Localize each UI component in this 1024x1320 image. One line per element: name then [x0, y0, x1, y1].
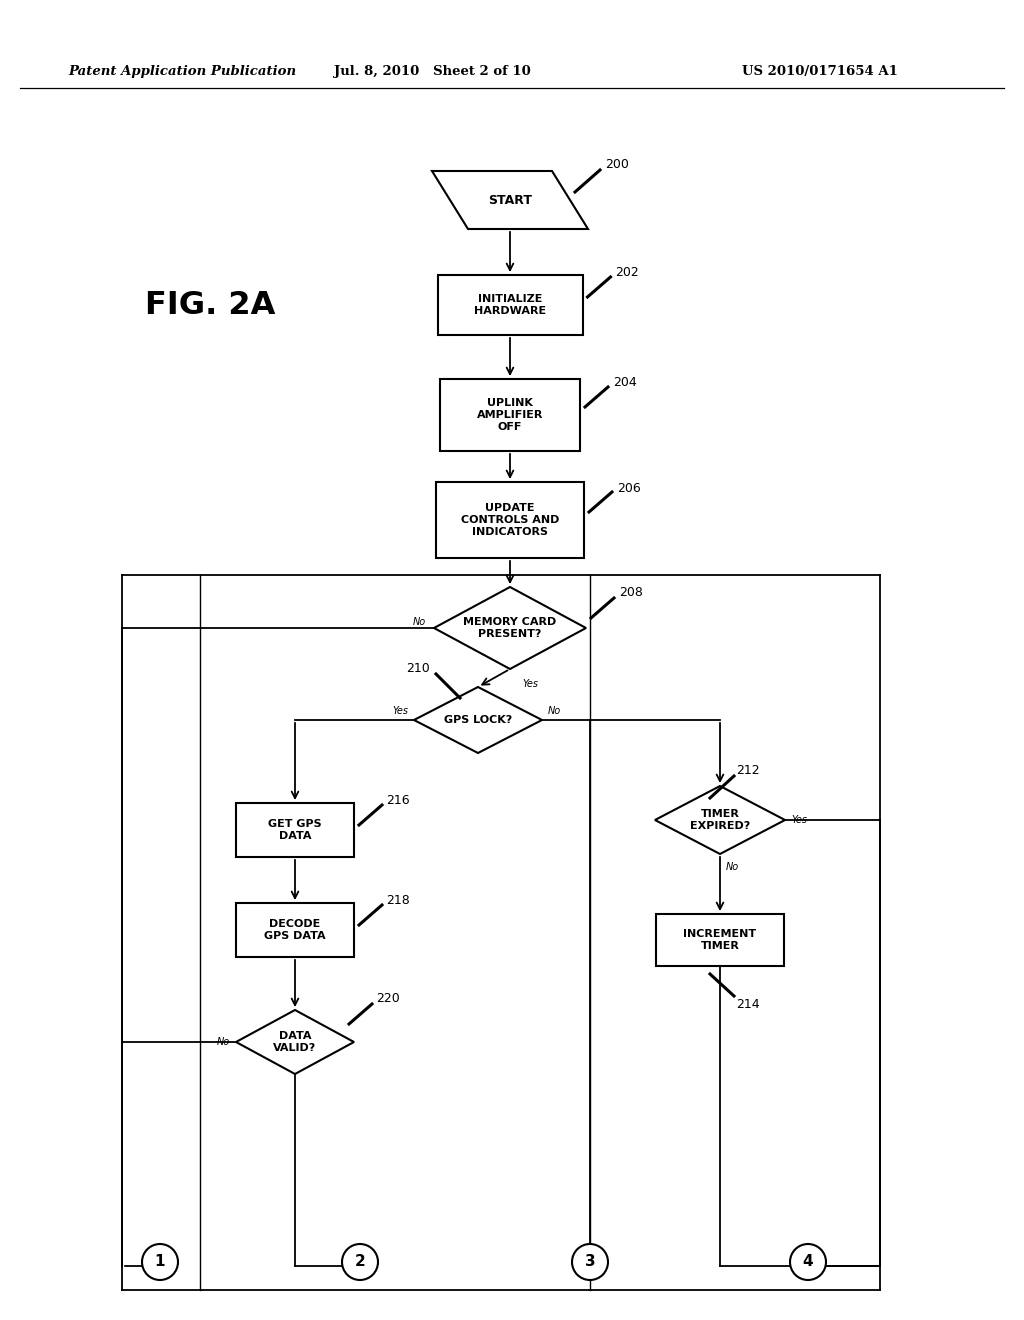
Text: 208: 208	[618, 586, 643, 599]
Circle shape	[142, 1243, 178, 1280]
Text: DECODE
GPS DATA: DECODE GPS DATA	[264, 919, 326, 941]
Bar	[656, 913, 784, 966]
Text: 216: 216	[386, 793, 410, 807]
Text: No: No	[217, 1038, 230, 1047]
Circle shape	[342, 1243, 378, 1280]
Text: 200: 200	[605, 158, 629, 172]
Text: Yes: Yes	[522, 678, 538, 689]
Bar	[236, 903, 354, 957]
Text: 202: 202	[615, 267, 639, 280]
Text: 3: 3	[585, 1254, 595, 1270]
Polygon shape	[655, 785, 785, 854]
Text: 1: 1	[155, 1254, 165, 1270]
Text: Patent Application Publication: Patent Application Publication	[68, 66, 296, 78]
Text: 218: 218	[386, 894, 410, 907]
Text: Yes: Yes	[791, 814, 807, 825]
Text: 214: 214	[736, 998, 760, 1011]
Bar	[236, 803, 354, 857]
Text: Yes: Yes	[392, 706, 408, 715]
Text: GPS LOCK?: GPS LOCK?	[443, 715, 512, 725]
Text: 2: 2	[354, 1254, 366, 1270]
Text: US 2010/0171654 A1: US 2010/0171654 A1	[742, 66, 898, 78]
Circle shape	[572, 1243, 608, 1280]
Text: UPDATE
CONTROLS AND
INDICATORS: UPDATE CONTROLS AND INDICATORS	[461, 503, 559, 537]
Polygon shape	[434, 587, 586, 669]
Text: 4: 4	[803, 1254, 813, 1270]
Text: MEMORY CARD
PRESENT?: MEMORY CARD PRESENT?	[464, 616, 557, 639]
Text: INCREMENT
TIMER: INCREMENT TIMER	[683, 929, 757, 952]
Text: 212: 212	[736, 763, 760, 776]
Text: No: No	[726, 862, 739, 873]
Text: 206: 206	[617, 482, 641, 495]
Bar	[436, 482, 584, 558]
Text: INITIALIZE
HARDWARE: INITIALIZE HARDWARE	[474, 294, 546, 317]
Text: TIMER
EXPIRED?: TIMER EXPIRED?	[690, 809, 751, 832]
Polygon shape	[414, 686, 542, 752]
Text: GET GPS
DATA: GET GPS DATA	[268, 818, 322, 841]
Text: START: START	[488, 194, 532, 206]
Polygon shape	[236, 1010, 354, 1074]
Text: UPLINK
AMPLIFIER
OFF: UPLINK AMPLIFIER OFF	[477, 397, 543, 433]
Text: No: No	[413, 616, 426, 627]
Text: 204: 204	[613, 376, 637, 389]
Text: 220: 220	[376, 991, 399, 1005]
Polygon shape	[432, 172, 588, 228]
Text: Jul. 8, 2010   Sheet 2 of 10: Jul. 8, 2010 Sheet 2 of 10	[334, 66, 530, 78]
Bar	[440, 379, 580, 451]
Text: DATA
VALID?: DATA VALID?	[273, 1031, 316, 1053]
Text: No: No	[548, 706, 561, 715]
Text: 210: 210	[406, 661, 430, 675]
Circle shape	[790, 1243, 826, 1280]
Text: FIG. 2A: FIG. 2A	[144, 289, 275, 321]
Bar	[437, 275, 583, 335]
